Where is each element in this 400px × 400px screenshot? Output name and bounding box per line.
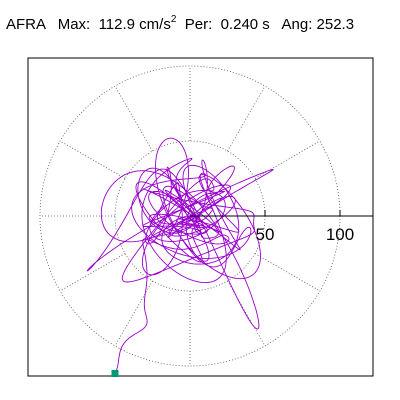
- trace-line: [86, 137, 274, 374]
- chart-header: AFRA Max: 112.9 cm/s2 Per: 0.240 s Ang: …: [6, 14, 355, 36]
- grid-spoke-120: [114, 85, 153, 152]
- per-label: Per:: [184, 16, 213, 33]
- grid-spoke-60: [227, 85, 266, 152]
- motion-trace: [86, 137, 274, 374]
- grid-spoke-240: [114, 280, 153, 347]
- station-name: AFRA: [6, 16, 46, 33]
- max-label: Max:: [57, 16, 91, 33]
- axis-tick-label: 50: [256, 225, 275, 244]
- grid-spoke-330: [254, 253, 321, 292]
- grid-spoke-210: [59, 253, 126, 292]
- plot-frame: [27, 57, 374, 377]
- axis-tick-label: 100: [326, 225, 354, 244]
- ang-label: Ang:: [281, 16, 313, 33]
- max-value: 112.9 cm/s: [98, 16, 171, 33]
- ang-value: 252.3: [316, 16, 355, 33]
- grid-spoke-30: [254, 140, 321, 179]
- max-unit-exponent: 2: [170, 14, 177, 25]
- radial-axis: 50 100: [190, 210, 373, 244]
- end-point-marker: [111, 370, 119, 377]
- per-value: 0.240 s: [220, 16, 270, 33]
- grid-spoke-150: [59, 140, 126, 179]
